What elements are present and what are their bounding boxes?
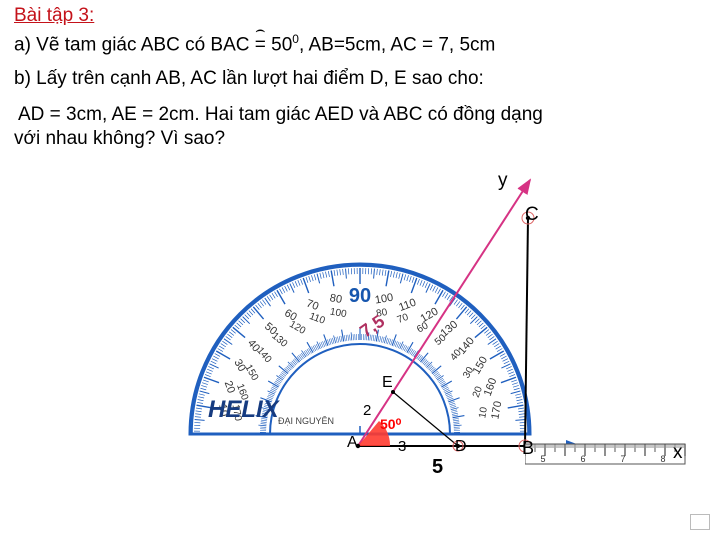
ruler-graphic: 5 6 7 8: [525, 432, 690, 466]
x-axis-label: x: [673, 442, 683, 464]
svg-text:8: 8: [660, 454, 665, 464]
brand-dainguyen: ĐẠI NGUYÊN: [278, 416, 334, 426]
brand-helix: HELIX: [208, 396, 279, 424]
question-line-c2: với nhau không? Vì sao?: [14, 128, 225, 150]
length-ad-label: 3: [398, 438, 406, 455]
question-line-c1: AD = 3cm, AE = 2cm. Hai tam giác AED và …: [18, 104, 543, 126]
point-a-label: A: [347, 434, 358, 452]
line-a-prefix: a) Vẽ tam giác ABC có BAC = 50: [14, 34, 292, 55]
question-line-b: b) Lấy trên cạnh AB, AC lần lượt hai điể…: [14, 68, 484, 90]
point-c-label: C: [525, 204, 539, 226]
y-axis-label: y: [498, 170, 508, 192]
svg-text:7: 7: [620, 454, 625, 464]
length-ab-label: 5: [432, 456, 443, 479]
length-ae-label: 2: [363, 402, 371, 419]
svg-text:5: 5: [540, 454, 545, 464]
superscript-zero: 0: [292, 32, 299, 46]
point-e-label: E: [382, 374, 393, 392]
corner-box-icon: [690, 514, 710, 530]
exercise-title: Bài tập 3:: [14, 5, 94, 27]
point-d-label: D: [455, 438, 467, 456]
line-a-suffix: , AB=5cm, AC = 7, 5cm: [299, 34, 495, 55]
question-line-a: a) Vẽ tam giác ABC có BAC = 500, AB=5cm,…: [14, 32, 495, 56]
angle-50-label: 50⁰: [380, 416, 401, 433]
point-b-label: B: [522, 438, 534, 459]
svg-text:6: 6: [580, 454, 585, 464]
